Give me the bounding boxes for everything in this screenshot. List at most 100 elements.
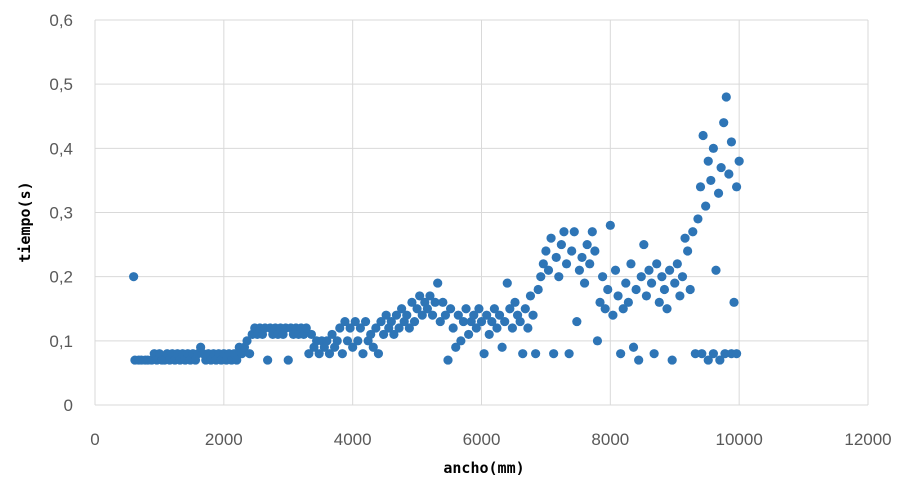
data-point [342,336,353,346]
data-point [695,182,706,192]
data-point [427,310,438,320]
data-point [368,342,378,352]
data-point [590,246,600,256]
data-point [603,284,613,295]
data-point [456,336,466,346]
data-point [515,316,525,327]
data-point [585,259,595,269]
data-point [716,162,726,173]
data-point [324,349,335,359]
x-tick-labels: 0 2000 4000 6000 8000 10000 12000 [90,430,891,449]
data-point [412,304,422,314]
data-point [652,259,662,269]
data-point [598,272,608,282]
data-point [242,336,252,346]
data-point [672,259,682,269]
data-point [628,342,639,352]
grid-lines [94,19,869,406]
data-point [667,355,677,365]
data-point [616,349,626,359]
data-point [569,227,579,237]
data-point [283,355,293,365]
data-point [489,304,499,314]
data-point [435,316,445,327]
data-point [415,291,425,301]
data-point [358,349,368,359]
data-point [409,316,420,327]
data-point [639,239,649,250]
data-point [378,329,389,340]
data-point [595,297,605,307]
data-point [332,336,342,346]
data-point [729,297,739,307]
data-point [636,272,646,282]
data-point [623,297,633,307]
data-point [525,291,536,301]
y-tick-labels: 0 0,1 0,2 0,3 0,4 0,5 0,6 [49,11,73,415]
data-point [670,278,680,288]
data-point [453,310,463,320]
data-point [232,355,242,365]
data-point [572,316,582,327]
data-point [600,304,610,314]
data-point [543,265,554,275]
data-point [644,265,654,275]
data-point [567,246,577,256]
data-point [430,297,440,307]
data-point [397,304,407,314]
data-point [322,336,332,346]
data-point [348,342,358,352]
data-point [731,182,742,192]
data-points [129,92,744,365]
data-point [402,310,412,320]
data-point [492,323,502,333]
data-point [564,349,574,359]
data-point [433,278,443,288]
data-point [482,310,492,320]
data-point [664,265,675,275]
data-point [422,304,432,314]
y-tick-label: 0,4 [49,139,73,158]
y-axis-label: tiempo(s) [16,181,34,262]
data-point [713,188,724,198]
data-point [371,323,381,333]
data-point [520,304,530,314]
y-tick-label: 0,5 [49,75,73,94]
data-point [389,329,399,340]
data-point [394,323,404,333]
data-point [301,323,311,333]
data-point [304,349,314,359]
data-point [355,323,365,333]
data-point [677,272,688,282]
data-point [350,316,360,327]
data-point [731,349,742,359]
data-point [474,304,484,314]
data-point [245,349,255,359]
data-point [582,239,592,250]
x-axis-label: ancho(mm) [443,459,524,477]
x-tick-label: 10000 [716,430,763,449]
data-point [129,272,139,282]
data-point [531,349,541,359]
data-point [484,329,494,340]
data-point [657,272,667,282]
data-point [381,310,391,320]
y-tick-label: 0,1 [49,332,73,351]
data-point [646,278,657,288]
data-point [510,297,520,307]
data-point [549,349,559,359]
data-point [494,310,505,320]
data-point [518,349,528,359]
data-point [587,227,597,237]
data-point [523,323,533,333]
data-point [366,329,376,340]
x-tick-label: 0 [90,430,99,449]
data-point [464,329,474,340]
y-tick-label: 0,6 [49,11,73,30]
data-point [502,278,512,288]
data-point [487,316,497,327]
x-tick-label: 4000 [334,430,372,449]
data-point [724,169,734,179]
data-point [680,233,690,243]
